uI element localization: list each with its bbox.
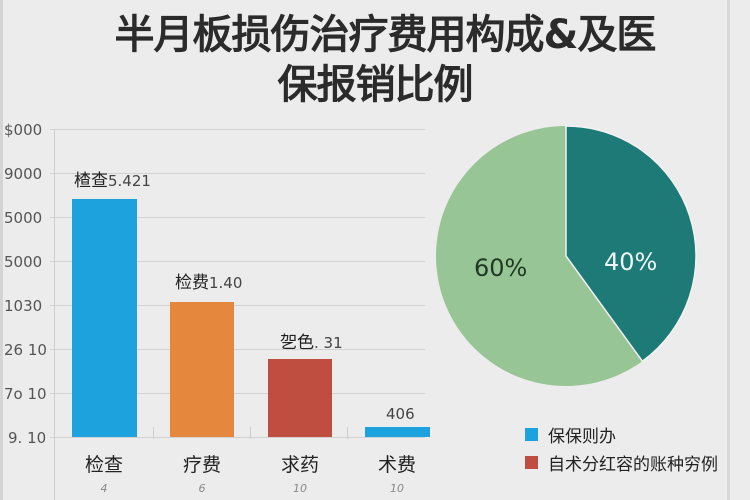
bar-treatment[interactable]	[170, 302, 234, 437]
x-sublabel: 4	[100, 482, 108, 495]
y-tick: 5000	[4, 209, 43, 227]
legend-item[interactable]: 自术分红容的账种穷例	[525, 448, 718, 476]
y-tick: 26 10	[4, 341, 47, 359]
gridline	[50, 349, 425, 350]
x-separator	[347, 427, 348, 439]
x-separator	[250, 427, 251, 439]
y-tick: $000	[4, 121, 43, 139]
y-tick: 5000	[4, 253, 43, 271]
gridline	[50, 437, 425, 438]
gridline	[50, 305, 425, 306]
bar-label-value: . 31	[314, 334, 343, 352]
chart-title-line2: 保报销比例	[277, 62, 474, 108]
bar-surgery[interactable]	[365, 427, 430, 437]
bar-exam[interactable]	[72, 199, 137, 437]
frame-right-border	[727, 0, 730, 500]
pie-svg	[436, 125, 697, 386]
x-label: 检查	[84, 454, 123, 476]
x-label: 术费	[377, 454, 416, 476]
y-tick: 1030	[4, 297, 43, 315]
y-tick: 7o 10	[4, 385, 47, 403]
pie-chart: 60% 40%	[434, 124, 698, 388]
y-tick: 9. 10	[8, 429, 47, 447]
x-label: 疗费	[182, 454, 221, 476]
bar-chart: $000 9000 5000 5000 1030 26 10 7o 10 9. …	[0, 110, 440, 500]
pie-label-60: 60%	[474, 254, 528, 282]
chart-title: 半月板损伤治疗费用构成&及医 保报销比例	[0, 10, 750, 110]
bar-label-value: 5.421	[108, 172, 151, 190]
gridline	[50, 173, 425, 174]
legend-label: 自术分红容的账种穷例	[548, 454, 718, 475]
bar-medicine[interactable]	[268, 359, 332, 437]
bar-label-name: 楂查	[74, 171, 108, 191]
x-sublabel: 6	[198, 482, 206, 495]
x-sublabel: 10	[293, 482, 307, 495]
bar-label-name: 乫色	[280, 333, 314, 353]
chart-title-line1: 半月板损伤治疗费用构成&及医	[114, 12, 657, 58]
frame-left-border	[0, 0, 3, 500]
bar-label-value: 1.40	[209, 274, 243, 292]
bar-label-value: 406	[386, 405, 415, 423]
y-tick: 9000	[4, 165, 43, 183]
legend-swatch-blue	[525, 427, 538, 441]
bar-label-name: 检费	[175, 273, 209, 293]
bar-label-exam: 楂查5.421	[74, 171, 151, 191]
x-label: 求药	[280, 454, 319, 476]
pie-label-40: 40%	[604, 248, 658, 276]
bar-label-treatment: 检费1.40	[175, 273, 242, 293]
legend-label: 保保则办	[548, 426, 616, 447]
pie-legend: 保保则办 自术分红容的账种穷例	[525, 420, 718, 476]
y-axis	[54, 130, 55, 500]
gridline	[50, 129, 425, 130]
x-sublabel: 10	[390, 482, 404, 495]
gridline	[50, 261, 425, 262]
bar-label-surgery: 406	[386, 404, 415, 424]
legend-item[interactable]: 保保则办	[525, 420, 718, 448]
gridline	[50, 217, 425, 218]
legend-swatch-red	[525, 455, 538, 469]
x-separator	[153, 427, 154, 439]
pie-slice-insurance[interactable]	[565, 125, 697, 363]
bar-label-medicine: 乫色. 31	[280, 333, 343, 353]
gridline	[50, 393, 425, 394]
